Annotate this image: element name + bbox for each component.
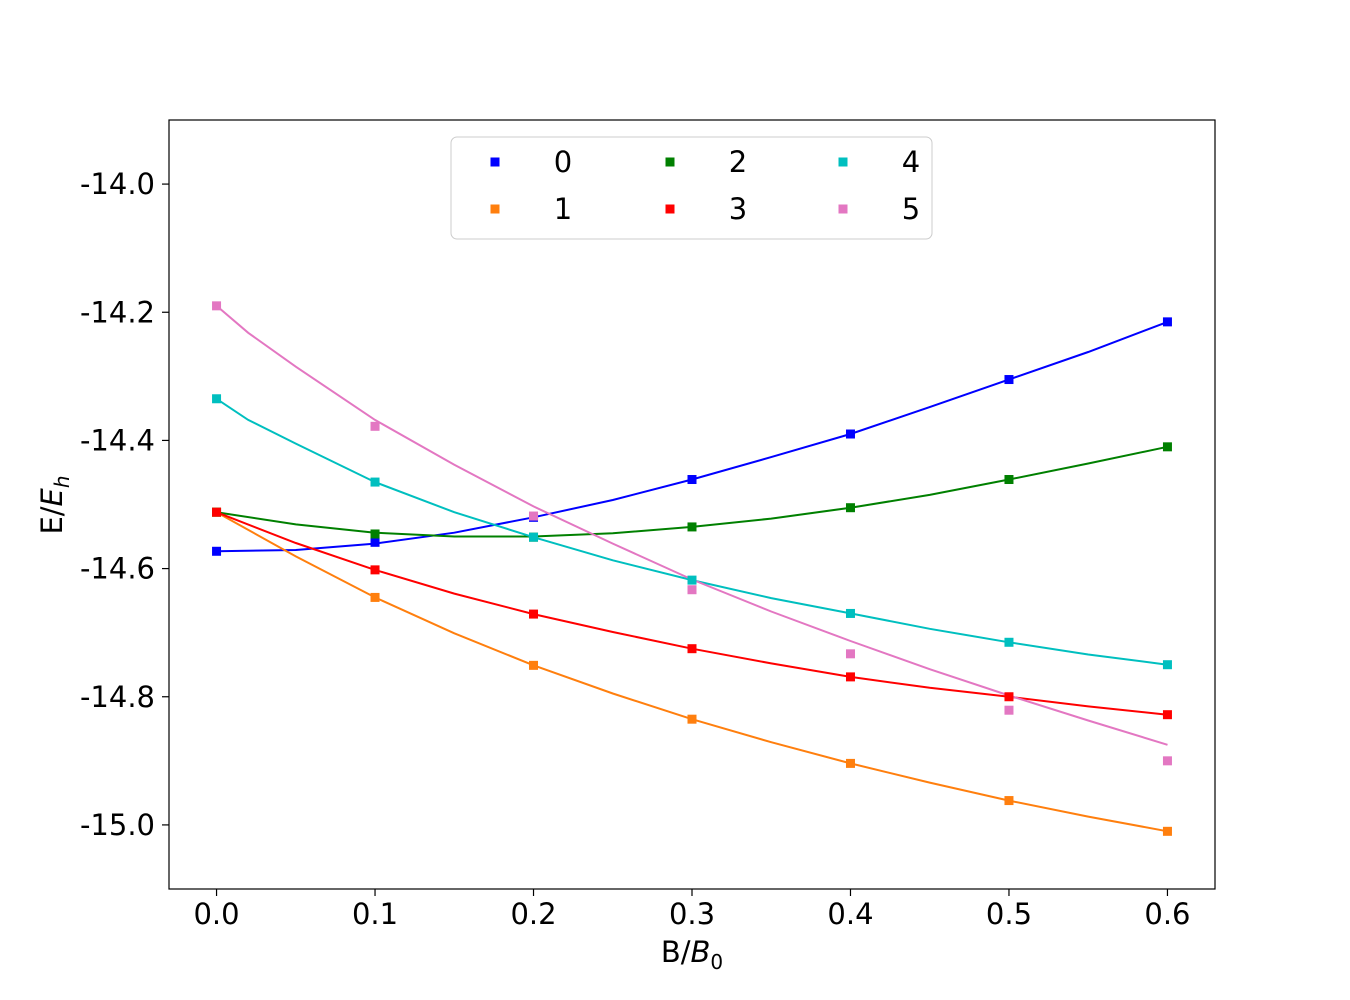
series-1-point bbox=[529, 660, 539, 670]
plot-frame bbox=[168, 119, 1216, 890]
axis-labels: B/B0 E/Eh bbox=[35, 475, 723, 974]
y-axis-label: E/Eh bbox=[35, 475, 74, 534]
legend-label-2: 2 bbox=[729, 145, 747, 179]
legend-box bbox=[450, 136, 933, 240]
series-2-point bbox=[687, 522, 697, 532]
x-tick-label: 0.3 bbox=[669, 897, 715, 931]
x-tick-label: 0.0 bbox=[193, 897, 239, 931]
data-markers bbox=[212, 301, 1172, 836]
series-2-point bbox=[1162, 442, 1172, 452]
series-3-point bbox=[687, 644, 697, 654]
series-5-point bbox=[212, 301, 222, 311]
series-3-point bbox=[212, 507, 222, 517]
legend-marker-1 bbox=[490, 204, 500, 214]
y-tick-label: -14.6 bbox=[80, 552, 155, 586]
series-2-point bbox=[1004, 475, 1014, 485]
series-2-point bbox=[845, 503, 855, 513]
y-tick-label: -14.4 bbox=[80, 423, 155, 457]
legend-marker-0 bbox=[490, 157, 500, 167]
series-5-point bbox=[845, 649, 855, 659]
series-5-point bbox=[687, 585, 697, 595]
series-4-point bbox=[845, 608, 855, 618]
series-0-point bbox=[1162, 317, 1172, 327]
x-tick-label: 0.5 bbox=[986, 897, 1032, 931]
series-0-point bbox=[845, 429, 855, 439]
series-5-point bbox=[1162, 756, 1172, 766]
legend-marker-2 bbox=[665, 157, 675, 167]
legend-label-3: 3 bbox=[729, 192, 747, 226]
legend-label-1: 1 bbox=[554, 192, 572, 226]
legend: 0 1 2 3 4 5 bbox=[450, 136, 933, 240]
series-4-point bbox=[1162, 660, 1172, 670]
series-5-line bbox=[215, 305, 1168, 746]
series-4-point bbox=[529, 532, 539, 542]
series-0-point bbox=[687, 475, 697, 485]
series-4-point bbox=[687, 575, 697, 585]
series-5-point bbox=[529, 511, 539, 521]
legend-label-4: 4 bbox=[902, 145, 920, 179]
series-5-point bbox=[370, 421, 380, 431]
series-3-point bbox=[845, 672, 855, 682]
y-tick-label: -14.2 bbox=[80, 295, 155, 329]
legend-label-0: 0 bbox=[554, 145, 572, 179]
series-3-point bbox=[1162, 710, 1172, 720]
series-1-point bbox=[845, 758, 855, 768]
legend-marker-4 bbox=[838, 157, 848, 167]
x-tick-label: 0.4 bbox=[827, 897, 873, 931]
series-4-point bbox=[370, 477, 380, 487]
axis-ticks: 0.0 0.1 0.2 0.3 0.4 0.5 0.6 -14.0 -14.2 -14.4 -14.… bbox=[80, 167, 1191, 931]
series-1-point bbox=[1004, 796, 1014, 806]
legend-marker-3 bbox=[665, 204, 675, 214]
y-tick-label: -14.0 bbox=[80, 167, 155, 201]
x-tick-label: 0.6 bbox=[1144, 897, 1190, 931]
series-0-point bbox=[212, 546, 222, 556]
x-tick-label: 0.1 bbox=[352, 897, 398, 931]
series-1-point bbox=[687, 714, 697, 724]
legend-marker-5 bbox=[838, 204, 848, 214]
series-0-point bbox=[1004, 375, 1014, 385]
series-1-point bbox=[370, 592, 380, 602]
series-5-point bbox=[1004, 705, 1014, 715]
series-1-point bbox=[1162, 826, 1172, 836]
series-4-point bbox=[1004, 637, 1014, 647]
series-3-point bbox=[370, 565, 380, 575]
y-tick-label: -15.0 bbox=[80, 808, 155, 842]
y-tick-label: -14.8 bbox=[80, 680, 155, 714]
x-tick-label: 0.2 bbox=[510, 897, 556, 931]
series-4-line bbox=[215, 397, 1168, 666]
series-3-point bbox=[529, 609, 539, 619]
series-4-point bbox=[212, 394, 222, 404]
legend-label-5: 5 bbox=[902, 192, 920, 226]
series-0-point bbox=[370, 537, 380, 547]
x-axis-label: B/B0 bbox=[661, 935, 723, 974]
series-3-point bbox=[1004, 692, 1014, 702]
series-2-point bbox=[370, 529, 380, 539]
